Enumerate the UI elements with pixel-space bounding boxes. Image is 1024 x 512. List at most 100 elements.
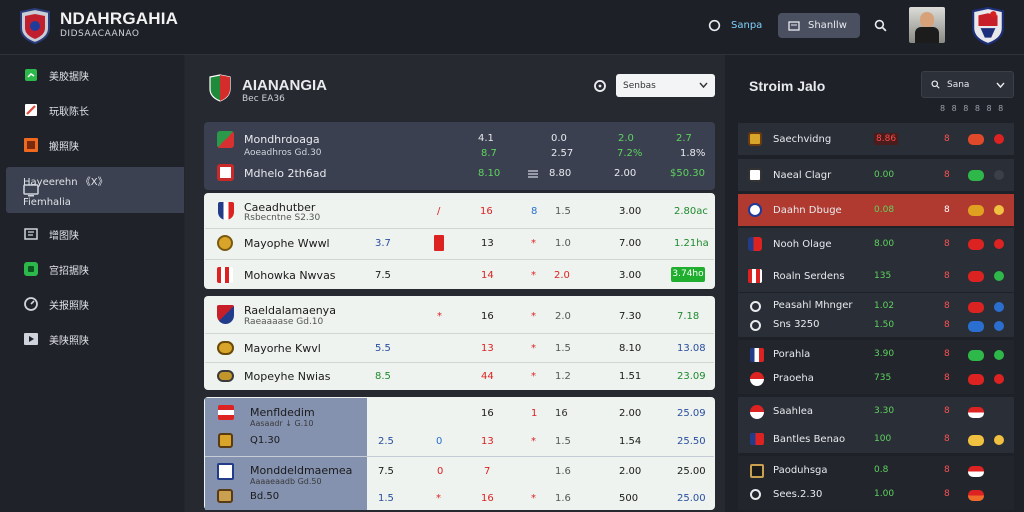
odds-cell[interactable]: 7.5 (375, 270, 391, 281)
odds-cell[interactable]: 3.00 (619, 270, 642, 281)
list-item[interactable]: Peasahl Mhnger 1.02 8 Sns 3250 1.50 8 (738, 293, 1014, 337)
odds-cell[interactable]: 1.5 (555, 343, 571, 354)
odds-cell[interactable]: * (531, 371, 536, 382)
odds-cell[interactable]: 3.00 (619, 206, 642, 217)
odds-cell[interactable]: $50.30 (670, 168, 705, 179)
odds-cell[interactable]: 8.10 (478, 168, 501, 179)
odds-cell[interactable]: 2.0 (618, 133, 634, 144)
odds-cell[interactable]: 16 (480, 206, 493, 217)
header-button[interactable]: Shanllw (778, 13, 860, 38)
odds-cell[interactable]: 1.8% (680, 148, 706, 159)
odds-cell[interactable]: * (531, 493, 536, 504)
odds-cell[interactable]: 7.30 (619, 311, 642, 322)
odds-cell[interactable]: 16 (481, 408, 494, 419)
list-item[interactable]: Paoduhsga 0.8 8 Sees.2.30 1.00 8 (738, 456, 1014, 510)
odds-cell[interactable]: 8.10 (619, 343, 642, 354)
odds-cell[interactable]: 1.5 (555, 206, 571, 217)
odds-cell[interactable]: 13 (481, 436, 494, 447)
odds-cell[interactable]: 1 (531, 408, 538, 419)
sidebar-item-1[interactable]: 美胶据陕 (6, 58, 184, 92)
odds-cell[interactable]: 7.00 (619, 238, 642, 249)
odds-cell[interactable]: 1.5 (555, 436, 571, 447)
team-crest-icon[interactable] (970, 6, 1006, 46)
odds-cell[interactable]: * (436, 493, 441, 504)
sidebar-item-7[interactable]: 关报照陕 (6, 287, 184, 321)
odds-cell[interactable]: 2.00 (614, 168, 637, 179)
odds-cell[interactable]: 1.51 (619, 371, 642, 382)
odds-cell[interactable]: 2.0 (555, 311, 571, 322)
odds-cell[interactable]: 2.80ac (674, 206, 708, 217)
odds-cell[interactable]: 7.18 (677, 311, 700, 322)
refresh-icon[interactable] (593, 79, 607, 93)
sidebar-item-2[interactable]: 玩耿陈长 (6, 93, 184, 127)
odds-cell[interactable]: * (531, 270, 536, 281)
odds-cell[interactable]: 0.0 (551, 133, 567, 144)
odds-cell[interactable]: 13 (481, 238, 494, 249)
odds-cell[interactable]: 44 (481, 371, 494, 382)
club-crest-logo[interactable] (18, 8, 52, 44)
odds-cell[interactable]: * (437, 311, 442, 322)
odds-cell[interactable]: 16 (481, 493, 494, 504)
odds-cell[interactable]: * (531, 311, 536, 322)
odds-cell[interactable]: 1.6 (555, 466, 571, 477)
odds-cell[interactable]: 2.57 (551, 148, 574, 159)
odds-cell[interactable]: 1.21ha (674, 238, 709, 249)
odds-highlight[interactable]: 3.74ho (671, 267, 705, 282)
list-item[interactable]: Roaln Serdens 135 8 (738, 260, 1014, 292)
sidebar-item-5[interactable]: 增图陕 (6, 217, 184, 251)
odds-cell[interactable]: 2.00 (619, 408, 642, 419)
odds-cell[interactable]: 8 (531, 206, 538, 217)
odds-cell[interactable]: 2.5 (378, 436, 394, 447)
odds-cell[interactable]: 25.09 (677, 408, 706, 419)
right-select[interactable]: Sana (921, 71, 1014, 98)
odds-cell[interactable]: * (531, 238, 536, 249)
odds-cell[interactable]: * (531, 436, 536, 447)
odds-cell[interactable]: 8.80 (549, 168, 572, 179)
odds-cell[interactable]: 1.6 (555, 493, 571, 504)
odds-cell[interactable]: 2.0 (554, 270, 570, 281)
odds-cell[interactable]: 7 (484, 466, 491, 477)
match-card[interactable] (204, 193, 715, 289)
nav-link[interactable]: Sanpa (708, 19, 762, 32)
search-icon[interactable] (874, 19, 887, 32)
odds-cell[interactable]: 2.00 (619, 466, 642, 477)
odds-cell[interactable]: 25.00 (677, 466, 706, 477)
odds-cell[interactable]: * (531, 343, 536, 354)
odds-cell[interactable]: 25.00 (677, 493, 706, 504)
sidebar-item-6[interactable]: 宫招据陕 (6, 252, 184, 286)
main-select[interactable]: Senbas (616, 74, 715, 97)
list-item-selected[interactable]: Daahn Dbuge 0.08 8 (738, 194, 1014, 226)
list-item[interactable]: Naeal Clagr 0.00 8 (738, 159, 1014, 191)
odds-cell[interactable]: / (437, 206, 441, 217)
odds-cell[interactable]: 7.2% (617, 148, 643, 159)
odds-cell[interactable]: 1.54 (619, 436, 642, 447)
avatar[interactable] (909, 7, 945, 43)
odds-cell[interactable]: 7.5 (378, 466, 394, 477)
odds-cell[interactable]: 13 (481, 343, 494, 354)
odds-cell[interactable]: 4.1 (478, 133, 494, 144)
odds-cell[interactable]: 2.7 (676, 133, 692, 144)
list-item[interactable]: Saechvidng 8.86 8 (738, 123, 1014, 155)
odds-cell[interactable]: 1.2 (555, 371, 571, 382)
list-item[interactable]: Nooh Olage 8.00 8 (738, 228, 1014, 260)
match-card-dark[interactable] (204, 122, 715, 190)
sidebar-item-3[interactable]: 搬照陕 (6, 128, 184, 162)
odds-cell[interactable]: 16 (481, 311, 494, 322)
odds-cell[interactable]: 1.0 (555, 238, 571, 249)
odds-cell[interactable]: 500 (619, 493, 639, 504)
odds-cell[interactable]: 8.5 (375, 371, 391, 382)
list-item[interactable]: Porahla 3.90 8 Praoeha 735 8 (738, 340, 1014, 394)
odds-cell[interactable]: 8.7 (481, 148, 497, 159)
odds-cell[interactable]: 0 (436, 436, 443, 447)
odds-cell[interactable]: 14 (481, 270, 494, 281)
odds-cell[interactable]: 13.08 (677, 343, 706, 354)
list-item[interactable]: Saahlea 3.30 8 Bantles Benao 100 8 (738, 397, 1014, 453)
odds-cell[interactable]: 25.50 (677, 436, 706, 447)
odds-cell[interactable]: 5.5 (375, 343, 391, 354)
odds-cell[interactable]: 1.5 (378, 493, 394, 504)
match-card[interactable] (204, 296, 715, 390)
sidebar-item-4[interactable]: Hayeerehn 《X》 Fiemhalia (6, 167, 184, 213)
odds-cell[interactable]: 16 (555, 408, 568, 419)
odds-cell[interactable]: 0 (437, 466, 444, 477)
odds-cell[interactable]: 23.09 (677, 371, 706, 382)
